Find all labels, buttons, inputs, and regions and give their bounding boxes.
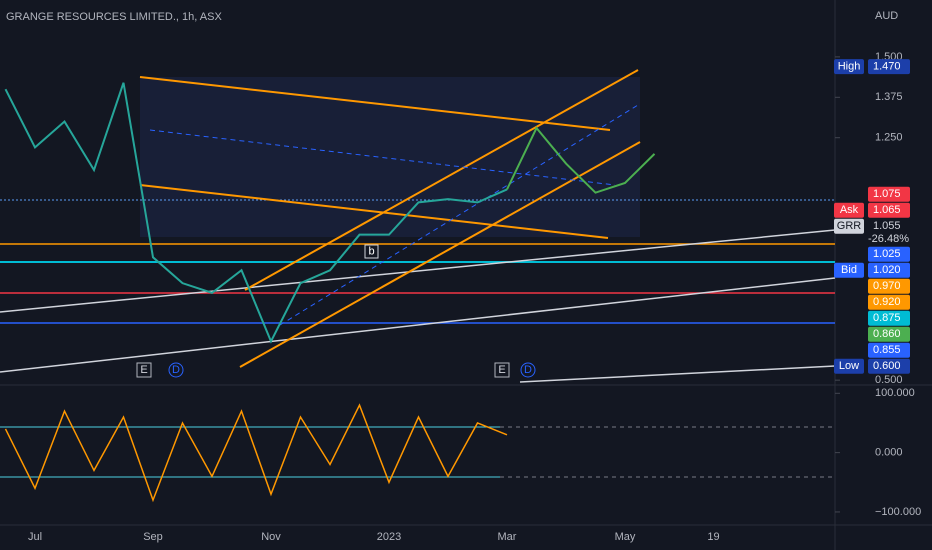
event-label: D xyxy=(524,364,532,376)
price-label: 1.065 xyxy=(873,204,901,216)
price-label-box xyxy=(868,342,910,358)
price-change: -26.48% xyxy=(868,233,909,245)
annotation-box xyxy=(364,244,379,259)
price-label: 0.875 xyxy=(873,312,901,324)
price-label-box xyxy=(868,326,910,342)
price-tag: Bid xyxy=(841,264,857,276)
y-tick-label: 0.000 xyxy=(875,447,903,459)
price-line xyxy=(4,82,508,344)
price-label-box xyxy=(868,218,910,247)
price-tag-box xyxy=(834,202,864,218)
event-marker xyxy=(136,362,152,378)
price-tag: High xyxy=(838,60,861,72)
annotation: b xyxy=(368,245,374,257)
price-label-box xyxy=(868,294,910,310)
price-label: 0.600 xyxy=(873,360,901,372)
trend-line xyxy=(0,277,836,373)
drawings xyxy=(0,69,836,478)
price-label-box xyxy=(868,186,910,202)
x-tick-label: 2023 xyxy=(377,531,401,543)
y-tick-label: 1.375 xyxy=(875,91,903,103)
price-line xyxy=(4,403,508,503)
price-label: 1.025 xyxy=(873,248,901,260)
price-tag: Ask xyxy=(840,204,859,216)
price-label-box xyxy=(868,59,910,75)
trend-line xyxy=(0,229,836,313)
price-label: 0.970 xyxy=(873,280,901,292)
price-label-box xyxy=(868,358,910,374)
chart-title: GRANGE RESOURCES LIMITED., 1h, ASX xyxy=(6,11,222,23)
price-label: 1.020 xyxy=(873,264,901,276)
event-label: D xyxy=(172,364,180,376)
trend-line xyxy=(519,365,836,383)
x-tick-label: Sep xyxy=(143,531,163,543)
price-label-box xyxy=(868,278,910,294)
price-line xyxy=(506,126,656,194)
x-tick-label: Nov xyxy=(261,531,281,543)
price-tag-box xyxy=(834,262,864,278)
price-tag-box xyxy=(834,358,864,374)
x-tick-label: Mar xyxy=(498,531,517,543)
price-label-box xyxy=(868,310,910,326)
price-label: 1.055 xyxy=(873,220,901,232)
price-label: 0.920 xyxy=(873,296,901,308)
channel-line xyxy=(239,141,641,368)
event-label: E xyxy=(498,364,505,376)
event-marker xyxy=(494,362,510,378)
y-tick-label: 0.500 xyxy=(875,374,903,386)
event-marker xyxy=(168,362,184,378)
price-label-box xyxy=(868,246,910,262)
price-tag: Low xyxy=(839,360,859,372)
price-label-box xyxy=(868,202,910,218)
price-tag: GRR xyxy=(837,220,862,232)
x-tick-label: 19 xyxy=(707,531,719,543)
currency: AUD xyxy=(875,10,898,22)
channel-line xyxy=(139,184,609,239)
y-tick-label: −100.000 xyxy=(875,506,921,518)
x-tick-label: Jul xyxy=(28,531,42,543)
price-label: 0.860 xyxy=(873,328,901,340)
median-line xyxy=(149,129,616,186)
price-label: 1.470 xyxy=(873,60,901,72)
channel-line xyxy=(139,76,611,131)
price-tag-box xyxy=(834,218,864,234)
event-label: E xyxy=(140,364,147,376)
channel-line xyxy=(244,69,639,291)
price-label: 0.855 xyxy=(873,344,901,356)
price-label-box xyxy=(868,262,910,278)
price-label: 1.075 xyxy=(873,188,901,200)
y-tick-label: 100.000 xyxy=(875,387,915,399)
x-tick-label: May xyxy=(615,531,636,543)
range-box xyxy=(140,77,640,237)
median-line xyxy=(279,104,639,326)
event-marker xyxy=(520,362,536,378)
price-tag-box xyxy=(834,59,864,75)
y-tick-label: 1.250 xyxy=(875,132,903,144)
